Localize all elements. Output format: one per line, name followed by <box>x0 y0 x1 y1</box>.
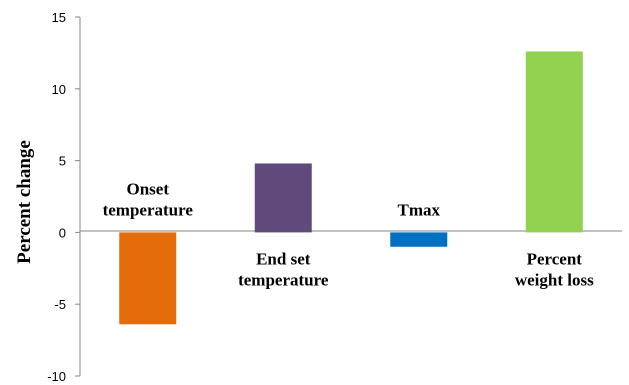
category-label: temperature <box>103 200 194 219</box>
y-axis-title: Percent change <box>14 140 35 264</box>
category-label: weight loss <box>515 270 594 289</box>
bar-0 <box>119 232 177 325</box>
y-tick-label: 10 <box>52 82 66 97</box>
y-tick-label: -10 <box>47 369 66 384</box>
category-label: Onset <box>127 179 170 198</box>
bar-3 <box>525 51 583 233</box>
category-label: Percent <box>527 249 583 268</box>
y-tick-label: -5 <box>54 297 66 312</box>
y-tick-label: 15 <box>52 10 66 25</box>
category-label: Tmax <box>398 200 441 219</box>
bar-2 <box>390 232 448 247</box>
category-label: End set <box>256 249 311 268</box>
bar-1 <box>254 163 312 233</box>
category-label: temperature <box>238 270 329 289</box>
y-tick-label: 5 <box>59 154 66 169</box>
y-tick-label: 0 <box>59 225 66 240</box>
